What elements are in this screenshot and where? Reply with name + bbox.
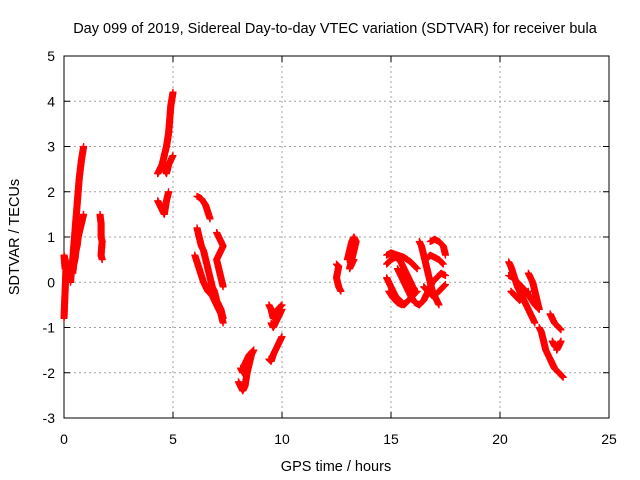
- data-point: [439, 260, 447, 268]
- gridlines: [64, 56, 609, 418]
- data-point: [169, 88, 177, 96]
- data-point: [219, 283, 227, 291]
- data-point: [350, 256, 358, 264]
- data-point: [250, 346, 258, 354]
- x-axis-label: GPS time / hours: [281, 459, 391, 475]
- data-point: [278, 333, 286, 341]
- data-point: [535, 305, 543, 313]
- series-bula-arc-28: [420, 281, 449, 300]
- data-point: [337, 287, 345, 295]
- y-tick-label: 4: [47, 93, 55, 109]
- series-bula-arc-3: [69, 210, 88, 277]
- y-tick-label: -1: [43, 320, 56, 336]
- x-tick-label: 20: [492, 431, 508, 447]
- data-point: [531, 319, 539, 327]
- y-tick-label: 1: [47, 229, 55, 245]
- series-bula-arc-13: [237, 346, 258, 377]
- y-tick-label: 5: [47, 48, 55, 64]
- series-bula-arc-16: [267, 305, 286, 331]
- x-tick-label: 5: [169, 431, 177, 447]
- data-point: [411, 287, 419, 295]
- data-point: [61, 265, 69, 273]
- series-bula-arc-34: [546, 310, 565, 334]
- data-point: [442, 281, 449, 288]
- data-point: [98, 256, 106, 264]
- data-point: [80, 210, 88, 218]
- y-tick-label: 0: [47, 274, 55, 290]
- series-bula-arc-26: [426, 235, 449, 259]
- data-point: [219, 319, 227, 327]
- data-point: [555, 342, 563, 350]
- series-bula-arc-31: [524, 269, 543, 313]
- x-tick-label: 0: [60, 431, 68, 447]
- x-tick-label: 10: [274, 431, 290, 447]
- data-point: [206, 215, 214, 223]
- series-bula-arc-19: [383, 274, 421, 309]
- series-bula-arc-10: [191, 251, 227, 327]
- data-point: [442, 251, 449, 259]
- data-point: [435, 301, 443, 309]
- data-point: [278, 305, 286, 313]
- series-bula-arc-15: [265, 333, 286, 365]
- data-point: [413, 265, 421, 273]
- x-tick-label: 25: [601, 431, 617, 447]
- series-bula-arc-32: [507, 287, 532, 304]
- series-bula-arc-27: [422, 251, 447, 268]
- data-points: [60, 88, 567, 395]
- data-point: [80, 143, 88, 150]
- series-bula-arc-36: [546, 355, 567, 381]
- y-tick-label: -3: [43, 410, 56, 426]
- series-bula-arc-8: [193, 192, 214, 223]
- series-bula-arc-23: [385, 287, 410, 309]
- series-bula-arc-11: [213, 229, 227, 291]
- series-bula-arc-17: [333, 260, 345, 295]
- series-bula-arc-20: [383, 253, 419, 295]
- data-point: [557, 326, 565, 334]
- series-bula-arc-4: [96, 210, 106, 264]
- data-point: [169, 152, 177, 160]
- series-bula-arc-1: [60, 251, 70, 322]
- data-point: [442, 272, 449, 279]
- y-tick-label: -2: [43, 365, 56, 381]
- data-point: [559, 373, 567, 381]
- series-bula-arc-18: [343, 233, 360, 273]
- series-bula-arc-7: [154, 188, 173, 218]
- y-axis-label: SDTVAR / TECUs: [7, 179, 23, 295]
- data-point: [524, 287, 532, 295]
- y-tick-label: 3: [47, 139, 55, 155]
- series-bula-arc-35: [548, 337, 565, 354]
- chart-title: Day 099 of 2019, Sidereal Day-to-day VTE…: [73, 21, 598, 37]
- y-tick-label: 2: [47, 184, 55, 200]
- data-point: [402, 299, 410, 307]
- data-point: [165, 188, 173, 196]
- series-bula-arc-21: [383, 249, 421, 273]
- axis-ticks: 0 5 10 15 20 25 -3 -2 -1 0 1 2 3 4 5: [43, 48, 617, 447]
- series-bula-arc-6: [154, 152, 177, 178]
- x-tick-label: 15: [383, 431, 399, 447]
